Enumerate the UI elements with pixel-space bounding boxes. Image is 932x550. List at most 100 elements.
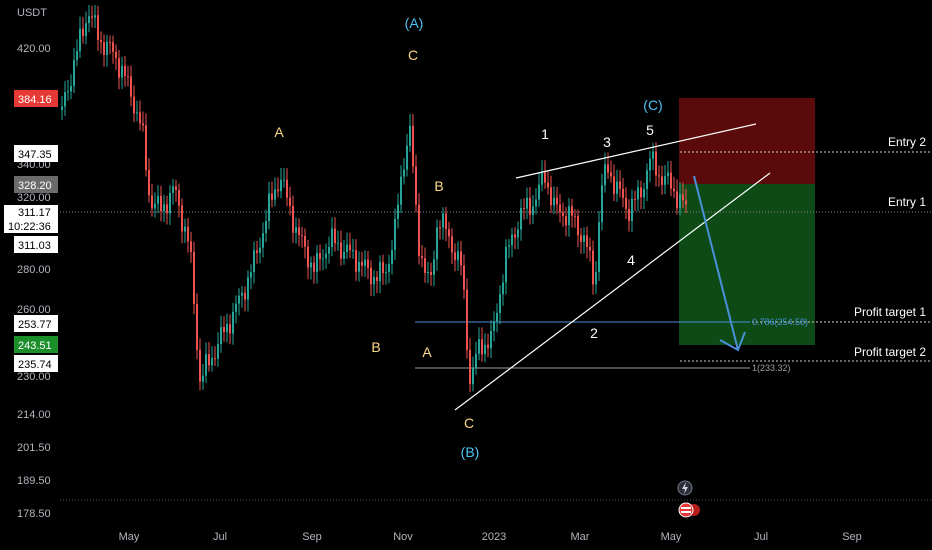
candle-body bbox=[607, 164, 609, 173]
lightning-icon[interactable] bbox=[677, 480, 693, 496]
candle-body bbox=[88, 16, 90, 24]
candle-body bbox=[400, 176, 402, 205]
candle-body bbox=[130, 76, 132, 97]
candle-body bbox=[508, 245, 510, 247]
candle-body bbox=[199, 349, 201, 382]
price-axis[interactable]: 420.00 340.00 320.00 280.00 260.00 230.0… bbox=[17, 43, 51, 520]
price-tick: 189.50 bbox=[17, 475, 51, 487]
candle-body bbox=[496, 312, 498, 322]
candle-body bbox=[493, 321, 495, 331]
price-tick: 320.00 bbox=[17, 192, 51, 204]
candle-body bbox=[160, 195, 162, 212]
candle-body bbox=[283, 179, 285, 181]
candle-body bbox=[292, 206, 294, 233]
profit-zone[interactable] bbox=[679, 184, 815, 345]
candle-body bbox=[595, 271, 597, 285]
candle-body bbox=[427, 271, 429, 273]
candle-body bbox=[409, 125, 411, 146]
stop-loss-zone[interactable] bbox=[679, 98, 815, 184]
time-axis[interactable]: May Jul Sep Nov 2023 Mar May Jul Sep bbox=[119, 531, 862, 543]
candle-body bbox=[361, 261, 363, 266]
candle-body bbox=[346, 244, 348, 252]
price-tag-red-top-text: 384.16 bbox=[18, 94, 52, 106]
candle-body bbox=[466, 289, 468, 350]
candle-body bbox=[304, 235, 306, 247]
entry2-label: Entry 2 bbox=[888, 135, 926, 149]
candle-body bbox=[109, 41, 111, 43]
price-tag-pt1-text: 253.77 bbox=[18, 319, 52, 331]
candle-body bbox=[205, 354, 207, 376]
candle-body bbox=[157, 195, 159, 204]
candle-body bbox=[358, 261, 360, 272]
candle-body bbox=[208, 354, 210, 366]
candle-body bbox=[472, 368, 474, 385]
wave-label-5: 5 bbox=[646, 122, 654, 138]
candle-body bbox=[229, 323, 231, 334]
candle-body bbox=[217, 344, 219, 359]
candle-body bbox=[154, 203, 156, 209]
candle-body bbox=[61, 106, 63, 110]
candle-body bbox=[676, 191, 678, 209]
candle-body bbox=[289, 197, 291, 207]
candle-body bbox=[673, 188, 675, 192]
currency-label: USDT bbox=[17, 7, 47, 19]
price-tag-pt2 bbox=[14, 355, 58, 372]
candle-body bbox=[412, 125, 414, 167]
candle-body bbox=[175, 186, 177, 191]
candle-body bbox=[211, 358, 213, 366]
candle-body bbox=[571, 206, 573, 216]
wave-label-paren-B: (B) bbox=[461, 444, 480, 460]
arrow-head-icon bbox=[719, 331, 746, 352]
candle-body bbox=[133, 96, 135, 114]
candle-body bbox=[448, 229, 450, 237]
candle-body bbox=[439, 227, 441, 229]
candle-body bbox=[562, 212, 564, 217]
candle-body bbox=[592, 250, 594, 285]
candle-body bbox=[445, 213, 447, 230]
candle-body bbox=[598, 222, 600, 272]
candle-body bbox=[586, 235, 588, 248]
candles bbox=[61, 5, 687, 393]
candle-body bbox=[166, 204, 168, 214]
candle-body bbox=[256, 250, 258, 253]
candle-body bbox=[541, 172, 543, 185]
candle-body bbox=[397, 204, 399, 219]
candle-body bbox=[403, 169, 405, 177]
candle-body bbox=[334, 228, 336, 244]
fib-0786-label: 0.786(254.58) bbox=[752, 317, 808, 327]
candle-body bbox=[226, 323, 228, 333]
candle-body bbox=[613, 176, 615, 194]
candle-body bbox=[430, 271, 432, 275]
candle-body bbox=[415, 166, 417, 205]
candle-body bbox=[352, 250, 354, 252]
candle-body bbox=[580, 235, 582, 242]
candle-body bbox=[451, 236, 453, 253]
wave-label-paren-A: (A) bbox=[405, 15, 424, 31]
candle-body bbox=[328, 246, 330, 254]
candle-body bbox=[232, 311, 234, 334]
candle-body bbox=[79, 28, 81, 52]
candle-body bbox=[124, 65, 126, 77]
candle-body bbox=[340, 242, 342, 259]
candle-body bbox=[559, 204, 561, 213]
candle-body bbox=[367, 259, 369, 268]
price-tick: 230.00 bbox=[17, 371, 51, 383]
us-flag-event-icon[interactable] bbox=[678, 502, 700, 518]
candle-body bbox=[235, 303, 237, 312]
candle-body bbox=[268, 193, 270, 222]
candle-body bbox=[118, 58, 120, 78]
projection-arrow-line[interactable] bbox=[693, 175, 739, 351]
candle-body bbox=[523, 208, 525, 210]
candle-body bbox=[223, 326, 225, 333]
candle-body bbox=[679, 194, 681, 209]
candle-body bbox=[313, 262, 315, 272]
upper-wedge-trendline[interactable] bbox=[515, 123, 757, 179]
candle-body bbox=[505, 246, 507, 283]
lower-wedge-trendline[interactable] bbox=[454, 172, 771, 411]
candle-body bbox=[406, 145, 408, 170]
candle-body bbox=[121, 65, 123, 78]
candle-body bbox=[553, 197, 555, 206]
candle-body bbox=[97, 15, 99, 41]
price-tick: 260.00 bbox=[17, 304, 51, 316]
